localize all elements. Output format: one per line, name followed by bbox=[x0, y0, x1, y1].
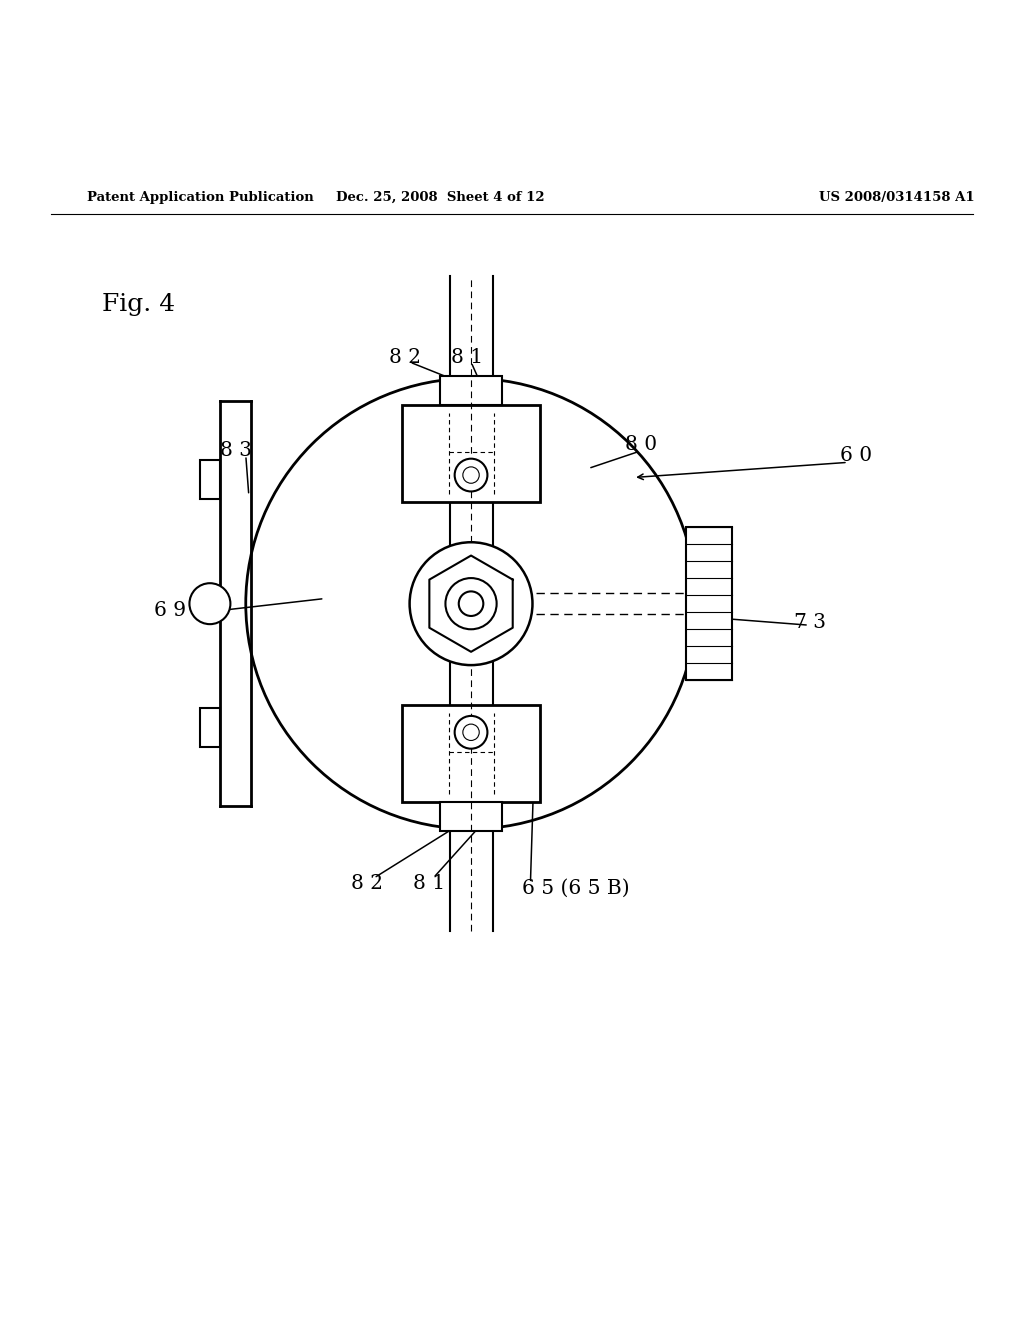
Text: Dec. 25, 2008  Sheet 4 of 12: Dec. 25, 2008 Sheet 4 of 12 bbox=[336, 191, 545, 205]
Bar bbox=[440, 376, 502, 405]
Text: 6 9: 6 9 bbox=[154, 602, 185, 620]
Circle shape bbox=[410, 543, 532, 665]
Bar bbox=[200, 708, 220, 747]
Circle shape bbox=[459, 591, 483, 616]
Bar bbox=[200, 461, 220, 499]
Text: 8 1: 8 1 bbox=[413, 874, 444, 892]
Circle shape bbox=[445, 578, 497, 630]
Circle shape bbox=[455, 715, 487, 748]
Bar bbox=[401, 705, 541, 803]
Text: US 2008/0314158 A1: US 2008/0314158 A1 bbox=[819, 191, 975, 205]
Text: 8 2: 8 2 bbox=[389, 348, 421, 367]
Text: 8 1: 8 1 bbox=[451, 348, 482, 367]
Bar bbox=[401, 405, 541, 503]
Circle shape bbox=[189, 583, 230, 624]
Text: 6 0: 6 0 bbox=[840, 446, 871, 465]
Text: 8 3: 8 3 bbox=[220, 441, 252, 459]
Bar bbox=[440, 803, 502, 832]
Text: Patent Application Publication: Patent Application Publication bbox=[87, 191, 313, 205]
Text: 7 3: 7 3 bbox=[794, 612, 825, 631]
Bar bbox=[686, 527, 732, 681]
Circle shape bbox=[463, 725, 479, 741]
Circle shape bbox=[463, 467, 479, 483]
Text: 8 2: 8 2 bbox=[351, 874, 383, 892]
Text: 6 5 (6 5 B): 6 5 (6 5 B) bbox=[522, 879, 630, 898]
Text: 8 0: 8 0 bbox=[625, 436, 656, 454]
Text: Fig. 4: Fig. 4 bbox=[102, 293, 175, 317]
Circle shape bbox=[455, 458, 487, 491]
